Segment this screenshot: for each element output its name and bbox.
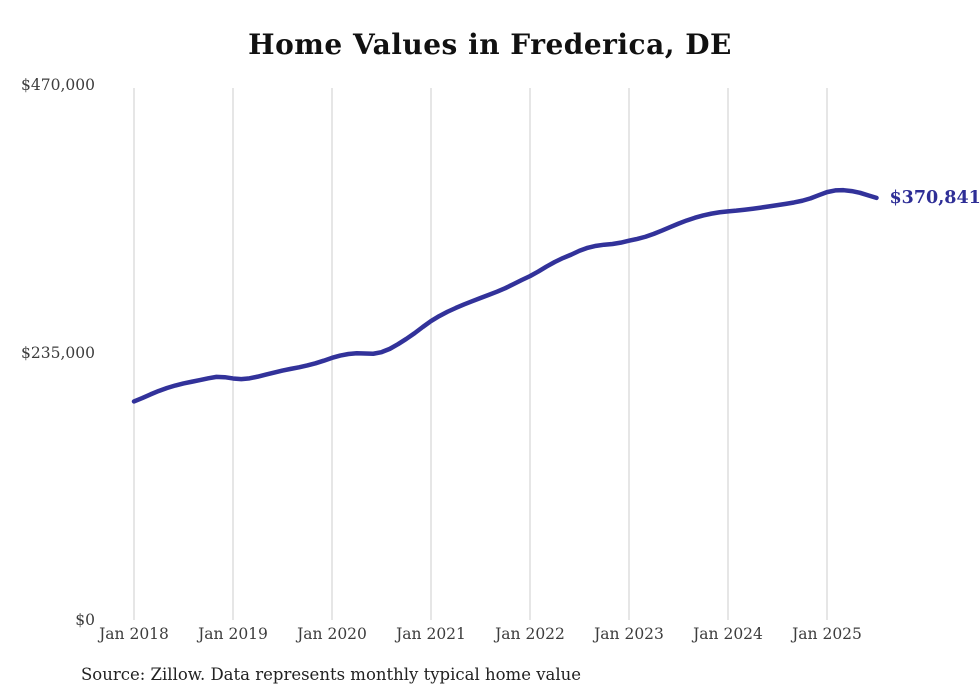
x-axis-tick: Jan 2022 [495,625,565,643]
x-axis-tick: Jan 2025 [792,625,862,643]
x-axis-tick: Jan 2021 [396,625,466,643]
x-axis-tick: Jan 2024 [693,625,763,643]
y-axis-tick: $0 [75,611,95,629]
x-axis-tick: Jan 2019 [198,625,268,643]
chart-title: Home Values in Frederica, DE [248,28,732,61]
latest-value-label: $370,841 [889,187,980,208]
x-axis-tick: Jan 2018 [99,625,169,643]
x-axis-tick: Jan 2023 [594,625,664,643]
y-axis-tick: $470,000 [21,76,95,94]
y-axis-tick: $235,000 [21,343,95,362]
value-line [131,187,879,404]
x-axis-tick: Jan 2020 [297,625,367,643]
source-note: Source: Zillow. Data represents monthly … [81,665,582,684]
